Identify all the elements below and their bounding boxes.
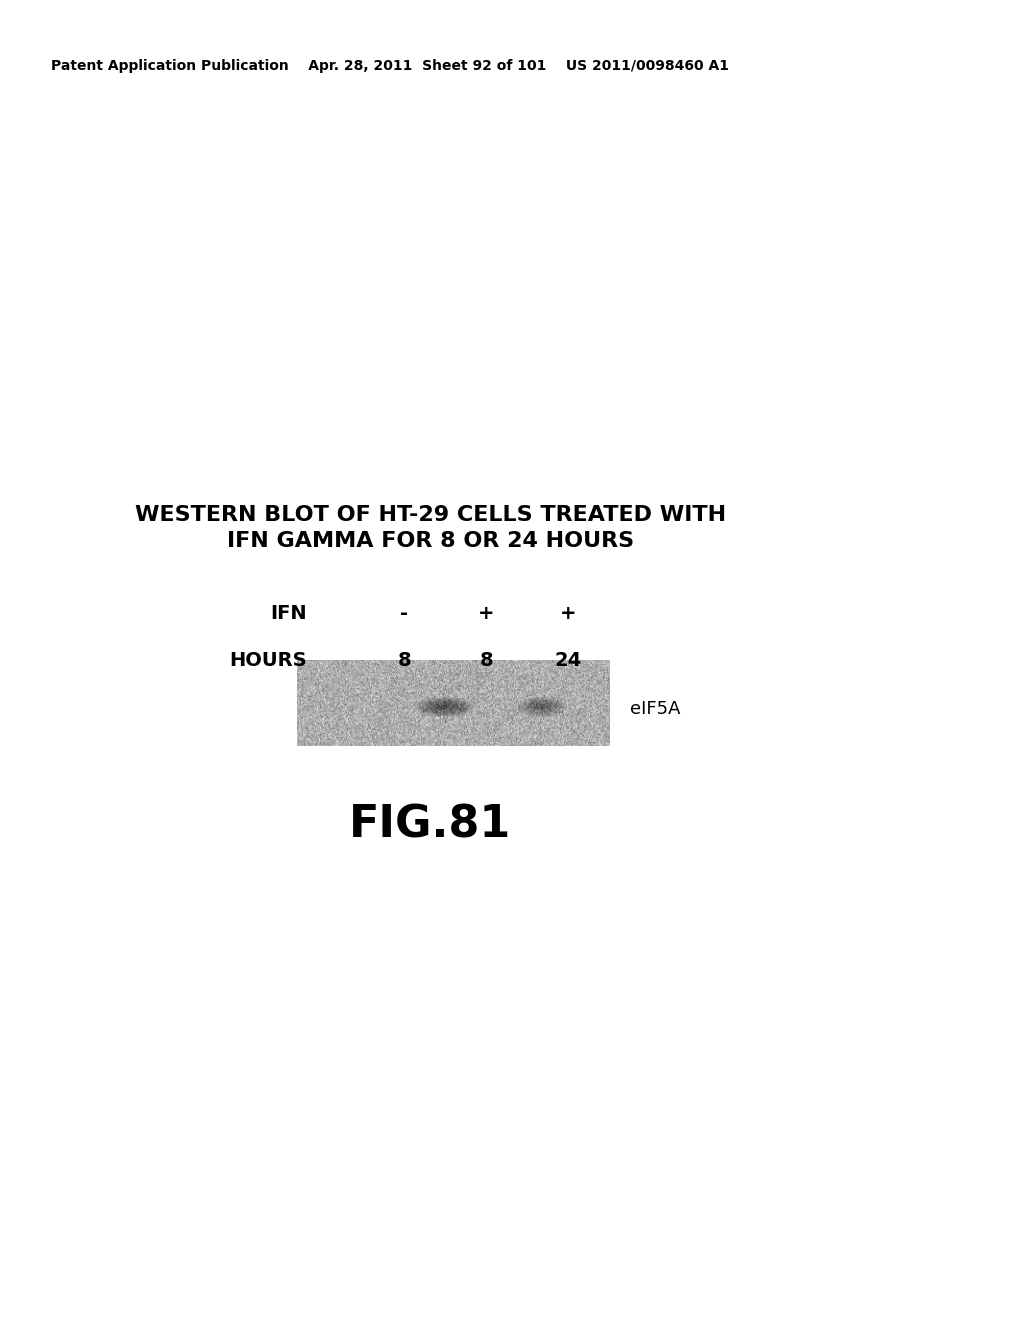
Text: -: - [400,605,409,623]
Text: 8: 8 [397,651,412,669]
Text: +: + [560,605,577,623]
Text: 8: 8 [479,651,494,669]
Text: IFN: IFN [270,605,307,623]
Text: WESTERN BLOT OF HT-29 CELLS TREATED WITH
IFN GAMMA FOR 8 OR 24 HOURS: WESTERN BLOT OF HT-29 CELLS TREATED WITH… [134,504,726,552]
Text: 24: 24 [555,651,582,669]
Text: +: + [478,605,495,623]
Text: eIF5A: eIF5A [630,700,680,718]
Text: FIG.81: FIG.81 [349,804,511,846]
Text: HOURS: HOURS [229,651,307,669]
Text: Patent Application Publication    Apr. 28, 2011  Sheet 92 of 101    US 2011/0098: Patent Application Publication Apr. 28, … [51,59,729,74]
